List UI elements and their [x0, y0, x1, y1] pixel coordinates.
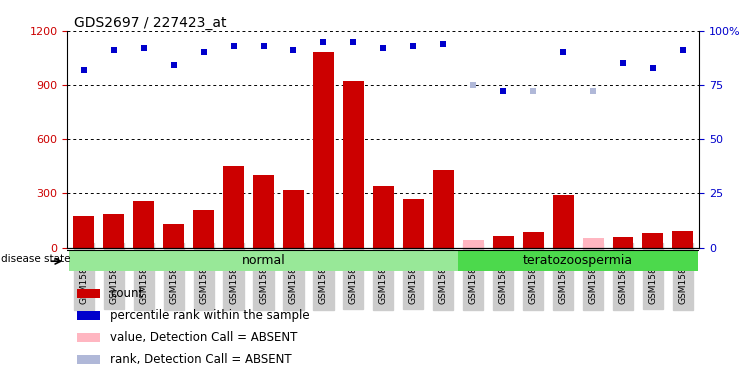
Text: count: count	[110, 287, 144, 300]
Bar	[313, 53, 334, 248]
Text: value, Detection Call = ABSENT: value, Detection Call = ABSENT	[110, 331, 298, 344]
Bar	[672, 230, 693, 248]
Text: teratozoospermia: teratozoospermia	[523, 254, 633, 266]
Bar	[77, 289, 100, 298]
Bar	[613, 237, 634, 248]
Bar	[583, 238, 604, 248]
Bar	[77, 355, 100, 364]
Bar	[253, 175, 274, 248]
Bar	[103, 214, 124, 248]
Bar	[133, 201, 154, 248]
Bar	[463, 240, 484, 248]
Text: disease state: disease state	[1, 254, 71, 264]
Bar	[459, 250, 698, 271]
Bar	[283, 190, 304, 248]
Bar	[523, 232, 544, 248]
Bar	[403, 199, 424, 248]
Text: GDS2697 / 227423_at: GDS2697 / 227423_at	[73, 16, 226, 30]
Bar	[77, 333, 100, 342]
Bar	[223, 166, 244, 248]
Bar	[69, 250, 459, 271]
Bar	[193, 210, 214, 248]
Bar	[343, 81, 364, 248]
Bar	[163, 224, 184, 248]
Bar	[77, 311, 100, 320]
Bar	[373, 186, 394, 248]
Bar	[493, 236, 514, 248]
Bar	[73, 216, 94, 248]
Text: normal: normal	[242, 254, 286, 266]
Bar	[433, 170, 454, 248]
Text: percentile rank within the sample: percentile rank within the sample	[110, 309, 310, 322]
Text: rank, Detection Call = ABSENT: rank, Detection Call = ABSENT	[110, 353, 292, 366]
Bar	[643, 233, 663, 248]
Bar	[553, 195, 574, 248]
